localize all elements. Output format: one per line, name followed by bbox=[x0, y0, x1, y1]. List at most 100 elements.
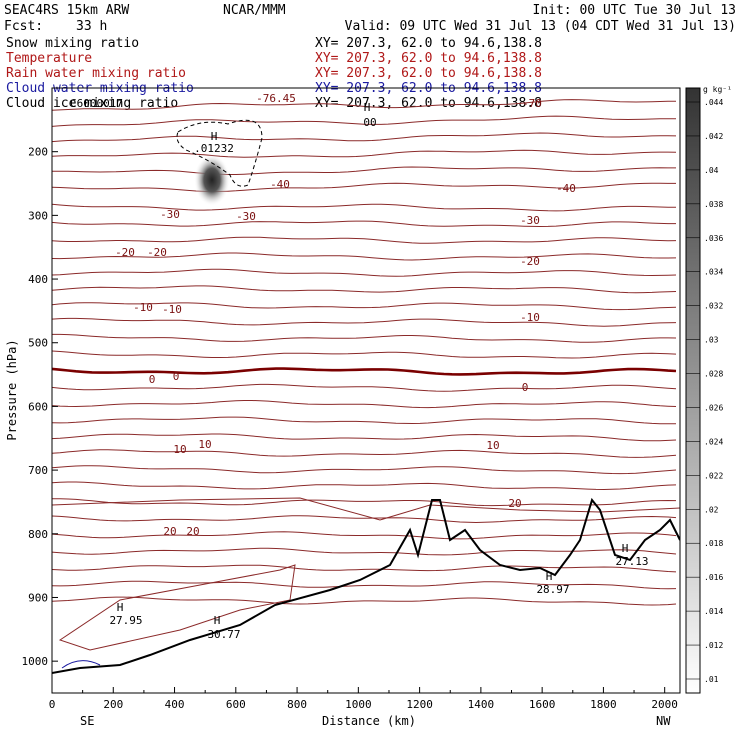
field-name: Rain water mixing ratio bbox=[6, 66, 186, 81]
colorbar-tick-label: .038 bbox=[704, 200, 723, 209]
field-name: Cloud ice mixing ratio bbox=[6, 96, 178, 111]
colorbar-tick-label: .026 bbox=[704, 403, 723, 412]
contour-label: -70 bbox=[522, 97, 542, 110]
y-axis: 200 300 400 500 600 700 800 900 1000 bbox=[22, 146, 58, 668]
x-tick-label: 1600 bbox=[529, 698, 556, 711]
isotherm-line bbox=[52, 497, 680, 521]
y-tick-label: 1000 bbox=[22, 655, 49, 668]
isotherm-line bbox=[52, 433, 677, 442]
fcst-value: 33 h bbox=[76, 19, 107, 34]
plot-frame bbox=[51, 87, 681, 694]
field-xy: XY= 207.3, 62.0 to 94.6,138.8 bbox=[315, 66, 542, 81]
extremum-h: H bbox=[211, 130, 218, 143]
x-tick-label: 1000 bbox=[345, 698, 372, 711]
colorbar-tick-label: .018 bbox=[704, 539, 723, 548]
contour-label: -30 bbox=[520, 214, 540, 227]
extremum-value: .01232 bbox=[194, 142, 234, 155]
isotherm-line bbox=[52, 465, 677, 475]
colorbar: .01 .012 .014 .016 .018 .02 .022 .024 .026 .028 .0… bbox=[685, 85, 732, 694]
contour-label: -10 bbox=[520, 311, 540, 324]
isotherm-line bbox=[52, 268, 677, 277]
y-axis-label: Pressure (hPa) bbox=[5, 339, 19, 440]
colorbar-tick-label: .04 bbox=[704, 166, 719, 175]
isotherm-line bbox=[52, 564, 677, 573]
contour-label: -40 bbox=[556, 182, 576, 195]
zero-isotherm bbox=[52, 367, 677, 376]
snow-contour bbox=[176, 119, 263, 187]
isotherm-line bbox=[58, 564, 296, 651]
contour-label: 10 bbox=[198, 438, 211, 451]
x-tick-label: 400 bbox=[165, 698, 185, 711]
contour-label: 10 bbox=[173, 443, 186, 456]
colorbar-scale bbox=[685, 87, 701, 694]
field-name: Temperature bbox=[6, 51, 92, 66]
isotherm-line bbox=[52, 515, 677, 524]
init-time: Init: 00 UTC Tue 30 Jul 13 bbox=[533, 3, 737, 18]
field-name: Snow mixing ratio bbox=[6, 36, 139, 51]
isotherm-line bbox=[52, 99, 677, 111]
model-title: SEAC4RS 15km ARW bbox=[4, 3, 129, 18]
contour-label: -30 bbox=[236, 210, 256, 223]
contour-label: 10 bbox=[486, 439, 499, 452]
temperature-contours bbox=[52, 99, 680, 669]
isotherm-line bbox=[52, 317, 677, 327]
isotherm-line bbox=[52, 220, 676, 228]
y-tick-label: 800 bbox=[28, 528, 48, 541]
x-tick-label: 2000 bbox=[651, 698, 678, 711]
isotherm-line bbox=[52, 596, 677, 606]
isotherm-line bbox=[52, 416, 677, 425]
contour-label: 0 bbox=[149, 373, 156, 386]
colorbar-tick-label: .016 bbox=[704, 573, 723, 582]
center-title: NCAR/MMM bbox=[223, 3, 286, 18]
colorbar-tick-label: .032 bbox=[704, 302, 723, 311]
extremum-value: 27.13 bbox=[615, 555, 648, 568]
isotherm-line bbox=[52, 302, 677, 311]
extremum-value: 28.97 bbox=[536, 583, 569, 596]
isotherm-line bbox=[52, 149, 677, 158]
isotherm-line bbox=[52, 333, 677, 343]
colorbar-tick-label: .034 bbox=[704, 268, 723, 277]
contour-labels: -76.45 -70-40 -40-30 -30 -30-20 -20-20-10 -10-… bbox=[70, 92, 576, 538]
extremum-h: H bbox=[622, 542, 629, 555]
isotherm-line bbox=[52, 166, 676, 175]
contour-label: 20 bbox=[508, 497, 521, 510]
colorbar-tick-label: .044 bbox=[704, 98, 723, 107]
colorbar-unit: g kg⁻¹ bbox=[703, 85, 732, 94]
extremum-h: H bbox=[364, 101, 371, 114]
x-tick-label: 200 bbox=[103, 698, 123, 711]
isotherm-line bbox=[52, 481, 677, 491]
y-tick-label: 300 bbox=[28, 209, 48, 222]
colorbar-tick-label: .028 bbox=[704, 370, 723, 379]
colorbar-tick-label: .014 bbox=[704, 607, 723, 616]
contour-label: 0 bbox=[522, 381, 529, 394]
colorbar-tick-label: .036 bbox=[704, 234, 723, 243]
field-xy: XY= 207.3, 62.0 to 94.6,138.8 bbox=[315, 51, 542, 66]
terrain-line bbox=[52, 497, 680, 674]
x-tick-label: 600 bbox=[226, 698, 246, 711]
colorbar-tick-label: .022 bbox=[704, 471, 723, 480]
x-tick-label: 800 bbox=[287, 698, 307, 711]
cloud-water-contour bbox=[61, 660, 101, 669]
extremum-value: 27.95 bbox=[109, 614, 142, 627]
colorbar-tick-label: .01 bbox=[704, 675, 719, 684]
cloud-ice-area bbox=[176, 119, 263, 206]
extremum-value: 00 bbox=[363, 116, 376, 129]
contour-label: -20 bbox=[520, 255, 540, 268]
y-tick-label: 500 bbox=[28, 337, 48, 350]
extremum-h: H bbox=[117, 601, 124, 614]
isotherm-line bbox=[52, 203, 677, 212]
x-end-left: SE bbox=[80, 714, 94, 728]
isotherm-line bbox=[52, 580, 677, 590]
field-xy: XY= 207.3, 62.0 to 94.6,138.8 bbox=[315, 36, 542, 51]
terrain bbox=[52, 497, 680, 674]
ice-maximum bbox=[194, 154, 230, 206]
contour-label: -30 bbox=[160, 208, 180, 221]
contour-label: -20 bbox=[115, 246, 135, 259]
valid-time: Valid: 09 UTC Wed 31 Jul 13 (04 CDT Wed … bbox=[345, 19, 736, 34]
extremum-h: H bbox=[546, 570, 553, 583]
y-tick-label: 200 bbox=[28, 146, 48, 159]
isotherm-line bbox=[52, 547, 677, 556]
contour-label: 20 bbox=[186, 525, 199, 538]
x-axis: 0 200 400 600 800 1000 1200 1400 1600 1800 2000 bbox=[49, 687, 678, 711]
x-tick-label: 1400 bbox=[468, 698, 495, 711]
